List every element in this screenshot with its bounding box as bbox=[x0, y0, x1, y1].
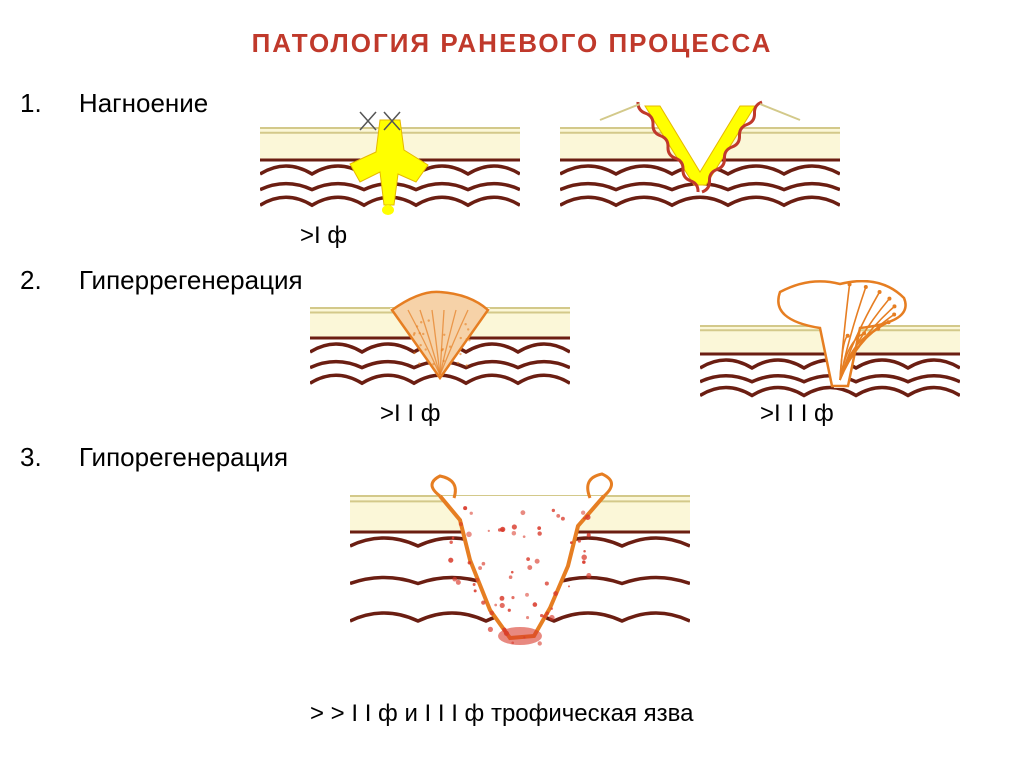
phase-label-4: > > I I ф и I I I ф трофическая язва bbox=[310, 700, 694, 728]
list-num-1: 1. bbox=[20, 88, 42, 118]
page-title: ПАТОЛОГИЯ РАНЕВОГО ПРОЦЕССА bbox=[0, 28, 1024, 59]
list-num-2: 2. bbox=[20, 265, 42, 295]
list-item-2: 2. Гиперрегенерация bbox=[20, 265, 303, 296]
list-label-1: Нагноение bbox=[79, 88, 208, 118]
list-item-1: 1. Нагноение bbox=[20, 88, 208, 119]
diagram-hyperregen-inward bbox=[310, 280, 570, 400]
list-item-3: 3. Гипорегенерация bbox=[20, 442, 288, 473]
list-label-2: Гиперрегенерация bbox=[79, 265, 303, 295]
diagram-suppuration-closed bbox=[260, 110, 520, 220]
list-label-3: Гипорегенерация bbox=[79, 442, 288, 472]
diagram-hyperregen-outward bbox=[700, 280, 960, 400]
diagram-hyporegen-ulcer bbox=[350, 470, 690, 680]
phase-label-1: >I ф bbox=[300, 222, 347, 250]
list-num-3: 3. bbox=[20, 442, 42, 472]
phase-label-3: >I I I ф bbox=[760, 400, 834, 428]
diagram-suppuration-open bbox=[560, 100, 840, 220]
phase-label-2: >I I ф bbox=[380, 400, 440, 428]
